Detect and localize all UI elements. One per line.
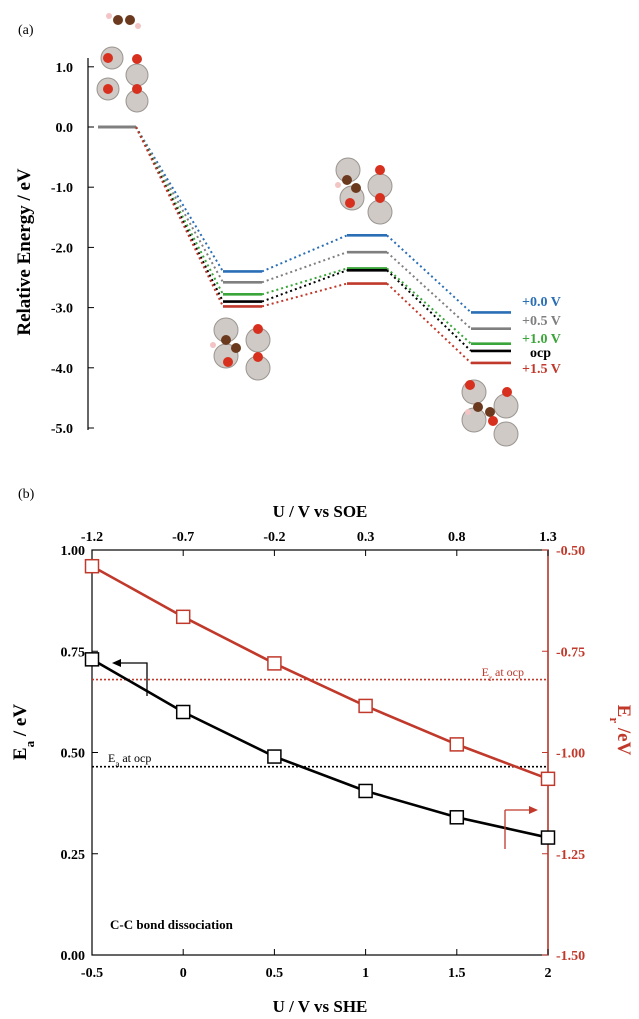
panel-b-right-tick-label: -0.75 (556, 645, 585, 660)
er-point (84, 558, 100, 574)
panel-b-x-tick-label: 1 (362, 966, 369, 981)
energy-connector (135, 126, 224, 295)
ea-point (267, 749, 282, 764)
energy-connector (261, 267, 348, 296)
panel-b-left-tick-label: 0.25 (61, 848, 86, 863)
panel-b-x-tick-label: 0 (180, 966, 187, 981)
panel-b-top-tick-label: -1.2 (81, 530, 103, 545)
panel-a-y-tick-label: -2.0 (51, 241, 73, 256)
panel-b-label: (b) (18, 487, 35, 502)
er-series-line (91, 565, 549, 781)
er-point (267, 656, 282, 671)
panel-b-right-axis-label: Er /eV (608, 705, 635, 756)
ea-ocp-annotation: Ea at ocp (108, 751, 151, 769)
er-point (175, 609, 191, 625)
panel-a-y-tick-label: -3.0 (51, 302, 73, 317)
er-ocp-annotation: Er at ocp (482, 665, 524, 683)
panel-b-top-tick-label: -0.2 (263, 530, 285, 545)
er-point (449, 737, 465, 752)
panel-a-y-tick-label: 1.0 (56, 61, 74, 76)
legend-entry: +1.5 V (522, 362, 561, 377)
structure-transition (335, 157, 393, 225)
energy-connector (386, 251, 472, 330)
panel-b-x-tick-label: 0.5 (266, 966, 284, 981)
panel-a-y-tick-label: 0.0 (56, 121, 74, 136)
legend-entry: +0.0 V (522, 295, 561, 310)
ea-point (84, 652, 100, 667)
energy-connector (261, 234, 348, 273)
panel-b-top-tick-label: -0.7 (172, 530, 194, 545)
panel-b-ticks: -0.5 -1.2 0 -0.7 0.5 -0.2 1 0.3 1.5 0.8 2 1.3 1.00 0.… (61, 530, 586, 981)
er-point (540, 771, 556, 787)
legend-entry: +0.5 V (522, 314, 561, 329)
panel-a-y-tick-label: -5.0 (51, 422, 73, 437)
panel-b-right-tick-label: -1.00 (556, 747, 585, 762)
panel-b-left-tick-label: 0.50 (61, 747, 86, 762)
ea-point (358, 783, 373, 799)
panel-b-left-tick-label: 0.75 (61, 645, 86, 660)
legend-entry: ocp (530, 346, 551, 361)
panel-b-left-tick-label: 0.00 (61, 949, 86, 964)
energy-connector (261, 282, 348, 308)
panel-b-right-tick-label: -1.50 (556, 949, 585, 964)
panel-a-y-tick-label: -4.0 (51, 362, 73, 377)
energy-connector (261, 251, 348, 284)
ea-point (540, 830, 556, 845)
energy-connector (386, 269, 472, 352)
panel-b-top-tick-label: 0.8 (448, 530, 466, 545)
panel-a-energy-levels (98, 125, 511, 365)
energy-connector (135, 126, 224, 303)
panel-a-y-tick-label: -1.0 (51, 181, 73, 196)
energy-connector (261, 269, 348, 303)
panel-b-top-tick-label: 1.3 (539, 530, 557, 545)
energy-connector (386, 267, 472, 345)
ea-point (449, 810, 465, 825)
panel-b-x-tick-label: 1.5 (448, 966, 466, 981)
panel-b-x-tick-label: 2 (545, 966, 552, 981)
ea-axis-arrow (112, 659, 148, 696)
panel-a-ticks: 1.0 0.0 -1.0 -2.0 -3.0 -4.0 -5.0 (51, 61, 94, 437)
panel-b-x-tick-label: -0.5 (81, 966, 103, 981)
panel-b-bottom-axis-label: U / V vs SHE (273, 997, 368, 1016)
er-axis-arrow (504, 806, 538, 849)
structure-final (461, 379, 519, 447)
energy-connector (386, 234, 472, 314)
panel-b-reference-lines (92, 678, 548, 768)
panel-b-left-axis-label: Ea / eV (10, 704, 37, 760)
panel-b-top-tick-label: 0.3 (357, 530, 375, 545)
panel-b-inner-label: C-C bond dissociation (110, 917, 234, 932)
panel-b-right-tick-label: -1.25 (556, 848, 585, 863)
ea-series-line (91, 658, 549, 839)
structure-intermediate (210, 317, 271, 381)
ea-point (175, 704, 191, 720)
panel-b-series (84, 558, 556, 845)
energy-connector (135, 126, 224, 272)
er-point (358, 698, 373, 714)
legend-entry: +1.0 V (522, 332, 561, 347)
structure-initial (96, 13, 149, 113)
panel-b-top-axis-label: U / V vs SOE (273, 502, 368, 521)
panel-a-y-axis-label: Relative Energy / eV (14, 168, 35, 336)
energy-connector (135, 126, 224, 307)
energy-connector (386, 282, 472, 364)
panel-b-right-tick-label: -0.50 (556, 544, 585, 559)
panel-a-label: (a) (18, 23, 34, 38)
panel-b-left-tick-label: 1.00 (61, 544, 86, 559)
